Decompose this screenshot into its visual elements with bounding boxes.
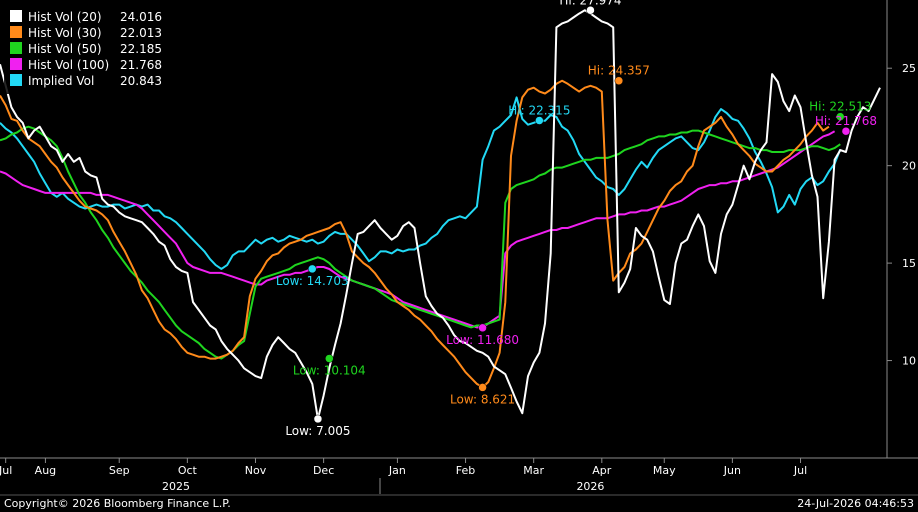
marker-hi-1 [614,76,624,85]
legend-swatch [10,26,22,38]
x-tick-label: Jul [0,464,12,477]
marker-low-0 [313,414,323,424]
copyright-text: Copyright© 2026 Bloomberg Finance L.P. [4,497,231,510]
legend-series-name: Hist Vol (100) [28,58,109,72]
annotation-hi-2: Hi: 22.513 [809,100,871,114]
legend-series-name: Hist Vol (30) [28,26,102,40]
y-tick-label: 15 [902,257,916,270]
marker-hi-3 [841,126,851,136]
legend-series-value: 20.843 [120,74,162,88]
marker-low-2 [325,354,334,363]
x-tick-label: Dec [313,464,334,477]
x-year-label: 2026 [576,480,604,493]
legend-swatch [10,74,22,86]
y-tick-label: 20 [902,160,916,173]
legend: Hist Vol (20) 24.016 Hist Vol (30) 22.013 Hi… [4,6,166,94]
annotation-hi-3: Hi: 21.768 [815,114,877,128]
x-tick-label: Sep [109,464,130,477]
legend-series-name: Hist Vol (50) [28,42,102,56]
x-tick-label: Feb [456,464,475,477]
series-line-2 [0,125,841,360]
hi-low-markers [308,6,851,424]
marker-low-1 [478,383,487,392]
x-tick-label: Mar [523,464,544,477]
x-tick-label: Jan [388,464,406,477]
legend-series-name: Hist Vol (20) [28,10,102,24]
x-tick-label: Aug [35,464,56,477]
legend-series-value: 22.185 [120,42,162,56]
series-line-1 [0,79,830,389]
series-lines [0,9,881,420]
legend-series-name: Implied Vol [28,74,94,88]
annotation-hi-4: Hi: 22.315 [508,104,570,118]
annotation-low-1: Low: 8.621 [450,392,515,406]
series-line-3 [0,130,836,329]
x-tick-label: May [653,464,676,477]
marker-low-4 [308,264,317,274]
y-axis: 10 15 20 25 [886,0,916,458]
legend-background [4,6,166,94]
y-tick-label: 25 [902,62,916,75]
legend-series-value: 22.013 [120,26,162,40]
legend-series-value: 24.016 [120,10,162,24]
marker-hi-4 [535,116,544,125]
marker-hi-0 [586,6,595,15]
annotation-low-4: Low: 14.703 [276,274,349,288]
series-line-0 [0,9,881,420]
timestamp-text: 24-Jul-2026 04:46:53 [797,497,914,510]
x-tick-label: Jun [723,464,741,477]
x-tick-label: Apr [592,464,612,477]
marker-hi-2 [836,112,845,121]
x-axis: Jul Aug Sep Oct Nov Dec Jan Feb Mar Apr May Jun Jul 2… [0,457,918,494]
annotation-hi-1: Hi: 24.357 [588,64,650,78]
legend-swatch [10,10,22,22]
legend-swatch [10,42,22,54]
annotation-low-3: Low: 11.680 [446,333,519,347]
hi-low-annotations: Hi: 27.974 Low: 7.005 Hi: 24.357 Low: 8.621… [276,0,877,438]
x-tick-label: Nov [245,464,267,477]
x-tick-label: Oct [178,464,198,477]
annotation-hi-0: Hi: 27.974 [559,0,621,7]
series-line-4 [0,96,842,270]
marker-low-3 [478,323,487,333]
legend-swatch [10,58,22,70]
annotation-low-2: Low: 10.104 [293,364,366,378]
annotation-low-0: Low: 7.005 [285,424,350,438]
x-tick-label: Jul [793,464,807,477]
x-year-label: 2025 [162,480,190,493]
legend-series-value: 21.768 [120,58,162,72]
y-tick-label: 10 [902,355,916,368]
